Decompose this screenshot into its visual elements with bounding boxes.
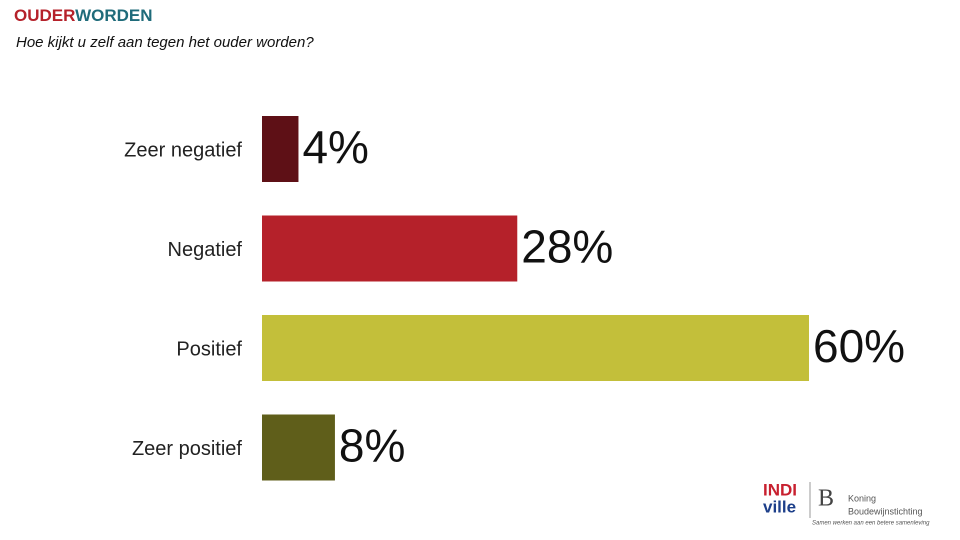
title-part: OUDER: [14, 6, 75, 25]
bar: [262, 414, 335, 481]
bar: [262, 315, 809, 381]
category-label: Positief: [176, 338, 242, 360]
logo-mark: B: [818, 486, 834, 512]
logo-text: ville: [763, 497, 796, 516]
value-label: 28%: [521, 221, 613, 273]
logo-tagline: Samen werken aan een betere samenleving: [812, 521, 930, 527]
logo-kbs: B Koning Boudewijnstichting Samen werken…: [809, 482, 930, 527]
category-label: Zeer positief: [132, 438, 242, 460]
category-label: Negatief: [168, 239, 243, 261]
chart-subtitle: Hoe kijkt u zelf aan tegen het ouder wor…: [16, 34, 314, 51]
value-label: 8%: [339, 420, 405, 472]
category-label: Zeer negatief: [124, 139, 242, 161]
logo-text: Koning: [848, 493, 876, 503]
title-part: WORDEN: [75, 6, 152, 25]
bar: [262, 215, 518, 282]
bar: [262, 116, 299, 182]
logo-indiville: INDI ville: [763, 480, 797, 516]
value-label: 60%: [813, 320, 905, 372]
value-label: 4%: [302, 121, 368, 173]
logo-text: INDI: [763, 480, 797, 499]
logo-text: Boudewijnstichting: [848, 506, 923, 516]
chart-title: OUDERWORDEN: [14, 6, 153, 25]
